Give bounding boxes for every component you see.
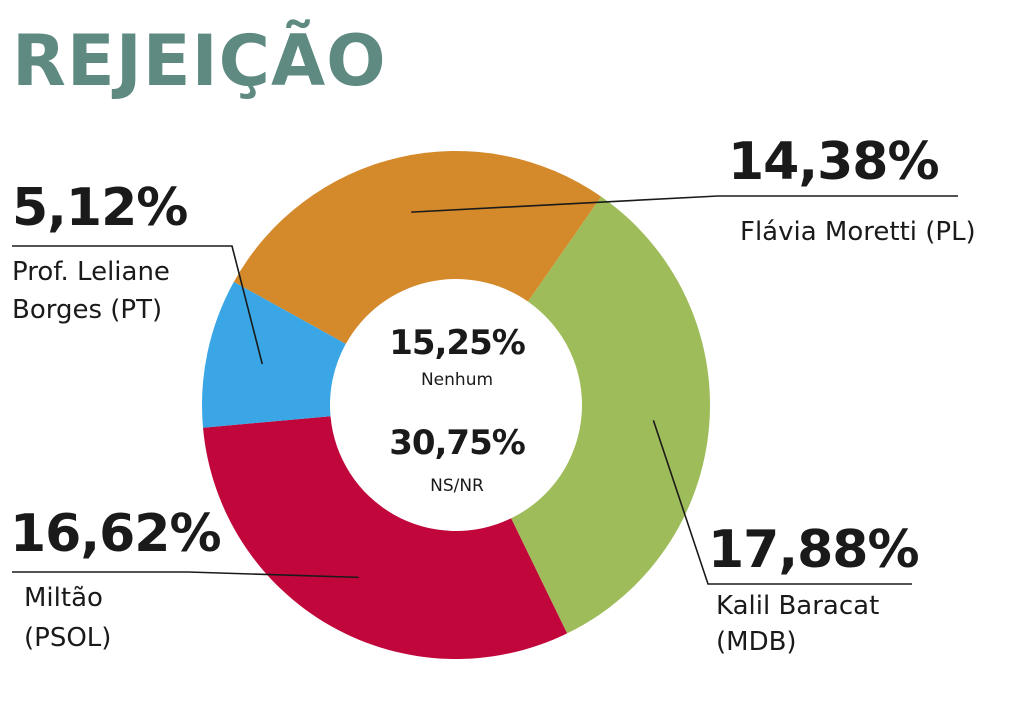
leader-kalil [652,420,912,585]
name-label-miltao-line2: (PSOL) [24,623,112,653]
center-value-nsnr: 30,75% [389,423,526,463]
slice-leliane [202,281,346,428]
name-label-kalil-line2: (MDB) [716,627,797,657]
leader-miltao [12,571,359,579]
name-label-leliane-line2: Borges (PT) [12,295,163,325]
value-label-leliane: 5,12% [12,178,188,238]
leader-flavia [411,195,958,213]
leader-leliane [12,245,264,365]
slice-kalil [511,196,711,634]
value-label-kalil: 17,88% [708,520,920,580]
slice-miltao [203,416,568,659]
slice-flavia [233,150,602,344]
name-label-leliane-line1: Prof. Leliane [12,257,170,287]
name-label-miltao-line1: Miltão [24,583,103,613]
center-label-nenhum: Nenhum [420,370,494,390]
center-value-nenhum: 15,25% [389,323,526,363]
value-label-flavia: 14,38% [728,132,940,192]
chart-title: REJEIÇÃO [12,20,387,102]
center-label-nsnr: NS/NR [430,476,484,496]
name-label-flavia: Flávia Moretti (PL) [740,217,976,247]
value-label-miltao: 16,62% [10,504,222,564]
name-label-kalil-line1: Kalil Baracat [716,591,880,621]
